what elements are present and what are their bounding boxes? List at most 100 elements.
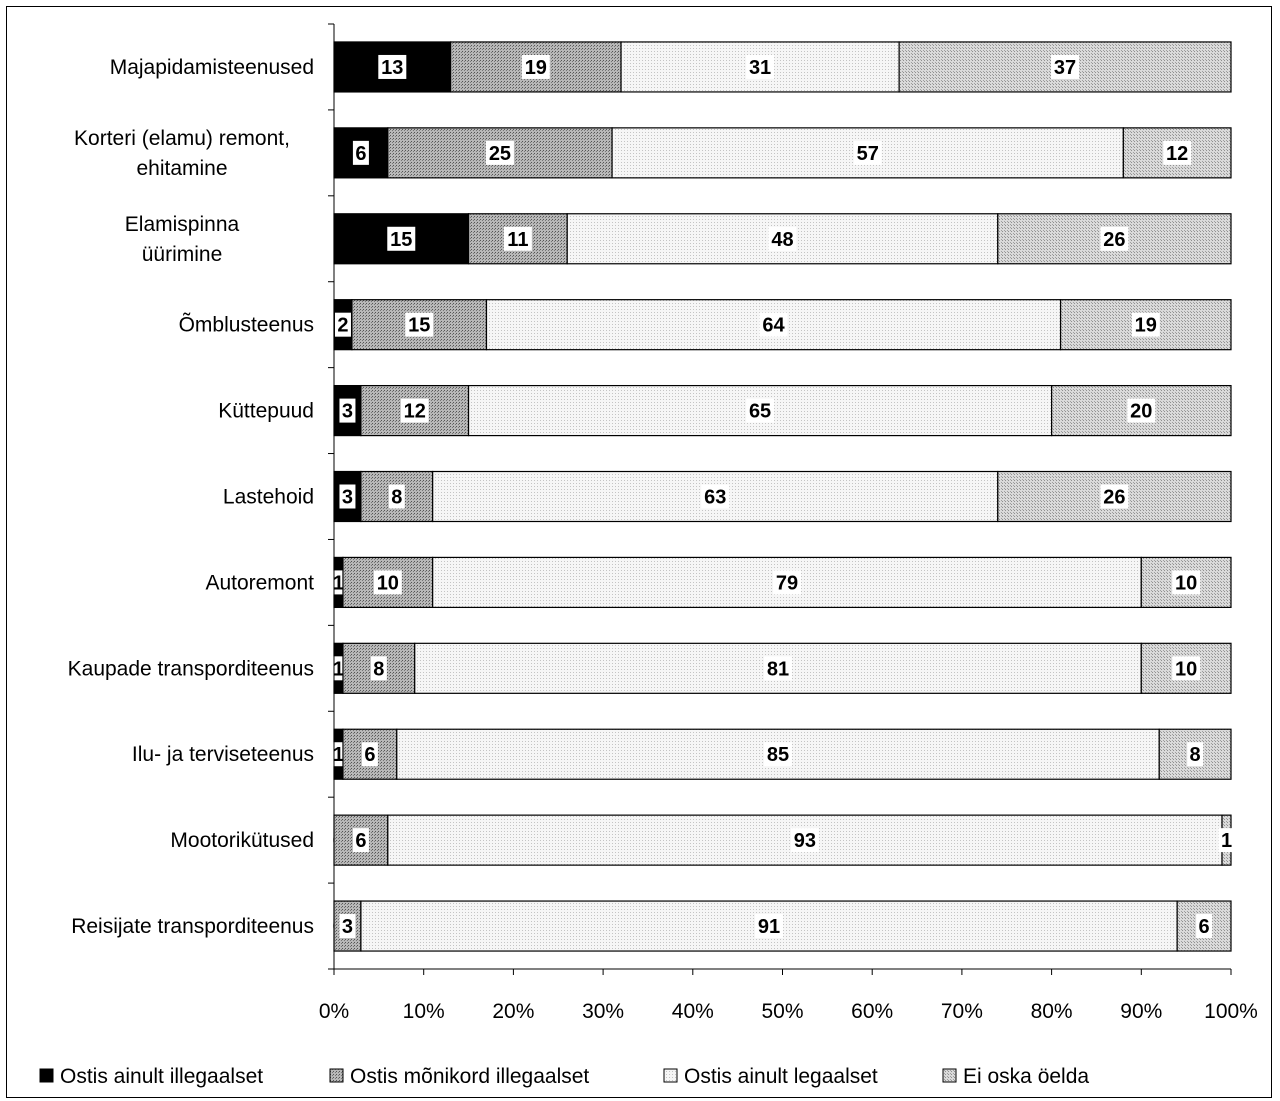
value-label-reisijate-transporditeenus-s2: 3 <box>342 916 353 938</box>
category-label-ilu-ja-terviseteenus: Ilu- ja terviseteenus <box>132 743 314 766</box>
value-label-reisijate-transporditeenus-s4: 6 <box>1199 916 1210 938</box>
value-label-majapidamisteenused-s1: 13 <box>381 57 403 79</box>
value-label-bg <box>503 226 532 251</box>
value-label-bg <box>361 742 378 767</box>
category-label-autoremont: Autoremont <box>205 571 314 594</box>
legend-label-3: Ostis ainult legaalset <box>684 1065 878 1088</box>
legend-label-2: Ostis mõnikord illegaalset <box>350 1065 589 1088</box>
category-label-kaupade-transporditeenus: Kaupade transporditeenus <box>68 657 314 680</box>
value-label-mootorikutused-s4: 1 <box>1221 830 1232 852</box>
value-label-bg <box>701 484 730 509</box>
value-label-omblusteenus-s2: 15 <box>408 315 430 337</box>
category-label-omblusteenus: Õmblusteenus <box>179 313 314 337</box>
chart-frame <box>6 6 1272 1098</box>
value-label-ilu-ja-terviseteenus-s4: 8 <box>1190 744 1201 766</box>
value-label-autoremont-s3: 79 <box>776 572 798 594</box>
value-label-bg <box>387 226 416 251</box>
value-label-bg <box>764 656 793 681</box>
value-label-kaupade-transporditeenus-s3: 81 <box>767 658 789 680</box>
value-label-lastehoid-s1: 3 <box>342 487 353 509</box>
x-tick-label-2: 20% <box>492 1000 534 1023</box>
value-label-bg <box>370 656 387 681</box>
value-label-bg <box>764 742 793 767</box>
value-label-bg <box>746 398 775 423</box>
value-label-bg <box>521 54 550 79</box>
x-tick-label-9: 90% <box>1120 1000 1162 1023</box>
value-label-mootorikutused-s3: 93 <box>794 830 816 852</box>
value-label-lastehoid-s3: 63 <box>704 487 726 509</box>
value-label-bg <box>388 484 405 509</box>
bar-lastehoid-s2 <box>360 470 434 523</box>
x-tick-label-8: 80% <box>1031 1000 1073 1023</box>
x-tick-label-7: 70% <box>941 1000 983 1023</box>
value-label-bg <box>759 312 788 337</box>
category-label-majapidamisteenused: Majapidamisteenused <box>110 56 314 79</box>
value-label-bg <box>334 312 351 337</box>
value-label-bg <box>339 398 356 423</box>
legend-swatch-2 <box>329 1068 344 1083</box>
value-label-ilu-ja-terviseteenus-s1: 1 <box>333 744 344 766</box>
axes-group: Majapidamisteenused Korteri (elamu) remon… <box>68 23 1258 1023</box>
value-label-bg <box>378 54 407 79</box>
value-label-bg <box>485 140 514 165</box>
x-tick-label-5: 50% <box>761 1000 803 1023</box>
value-label-korteri-elamu-remont-ehitamine-s4: 12 <box>1166 143 1188 165</box>
value-label-autoremont-s2: 10 <box>377 572 399 594</box>
x-tick-label-0: 0% <box>319 1000 349 1023</box>
value-label-bg <box>339 914 356 939</box>
value-label-autoremont-s1: 1 <box>333 572 344 594</box>
value-label-kaupade-transporditeenus-s2: 8 <box>373 658 384 680</box>
value-label-kaupade-transporditeenus-s1: 1 <box>333 658 344 680</box>
value-label-korteri-elamu-remont-ehitamine-s3: 57 <box>857 143 879 165</box>
value-label-bg <box>1163 140 1192 165</box>
bar-majapidamisteenused-s1 <box>333 41 452 93</box>
value-label-kuttepuud-s2: 12 <box>404 401 426 423</box>
value-label-bg <box>746 54 775 79</box>
value-label-lastehoid-s2: 8 <box>391 487 402 509</box>
value-label-majapidamisteenused-s3: 31 <box>749 57 771 79</box>
value-label-mootorikutused-s2: 6 <box>355 830 366 852</box>
value-label-bg <box>1218 828 1235 853</box>
value-label-bg <box>1100 226 1129 251</box>
value-label-kuttepuud-s1: 3 <box>342 401 353 423</box>
value-label-bg <box>790 828 819 853</box>
value-label-korteri-elamu-remont-ehitamine-s2: 25 <box>489 143 511 165</box>
value-label-bg <box>400 398 429 423</box>
value-label-elamispinna-uurimine-s1: 15 <box>390 229 412 251</box>
category-label-reisijate-transporditeenus: Reisijate transporditeenus <box>71 915 314 938</box>
legend: Ostis ainult illegaalset Ostis mõnikord i… <box>39 1065 1089 1088</box>
x-tick-label-4: 40% <box>672 1000 714 1023</box>
value-label-bg <box>1131 312 1160 337</box>
category-label-korteri-elamu-remont-ehitamine: Korteri (elamu) remont, ehitamine <box>74 127 290 180</box>
value-label-bg <box>755 914 784 939</box>
value-label-bg <box>1051 54 1080 79</box>
value-label-bg <box>768 226 797 251</box>
legend-swatch-4 <box>942 1068 957 1083</box>
value-label-korteri-elamu-remont-ehitamine-s1: 6 <box>355 143 366 165</box>
value-label-lastehoid-s4: 26 <box>1103 487 1125 509</box>
value-label-kuttepuud-s4: 20 <box>1130 401 1152 423</box>
value-label-elamispinna-uurimine-s3: 48 <box>771 229 793 251</box>
category-label-elamispinna-uurimine: Elamispinna üürimine <box>125 213 240 266</box>
value-label-elamispinna-uurimine-s2: 11 <box>507 229 528 251</box>
bar-elamispinna-uurimine-s2 <box>467 213 568 265</box>
value-label-bg <box>772 570 801 595</box>
category-label-mootorikutused: Mootorikütused <box>170 829 314 852</box>
value-label-ilu-ja-terviseteenus-s2: 6 <box>364 744 375 766</box>
value-label-majapidamisteenused-s4: 37 <box>1054 57 1076 79</box>
value-label-kaupade-transporditeenus-s4: 10 <box>1175 658 1197 680</box>
x-tick-label-6: 60% <box>851 1000 893 1023</box>
value-label-bg <box>405 312 434 337</box>
legend-swatch-1 <box>39 1068 54 1083</box>
value-label-bg <box>1172 656 1201 681</box>
legend-swatch-3 <box>663 1068 678 1083</box>
value-label-bg <box>1127 398 1156 423</box>
x-tick-label-1: 10% <box>403 1000 445 1023</box>
value-label-bg <box>1187 742 1204 767</box>
legend-label-1: Ostis ainult illegaalset <box>60 1065 263 1088</box>
legend-label-4: Ei oska öelda <box>963 1065 1089 1088</box>
value-label-kuttepuud-s3: 65 <box>749 401 771 423</box>
value-label-majapidamisteenused-s2: 19 <box>525 57 547 79</box>
